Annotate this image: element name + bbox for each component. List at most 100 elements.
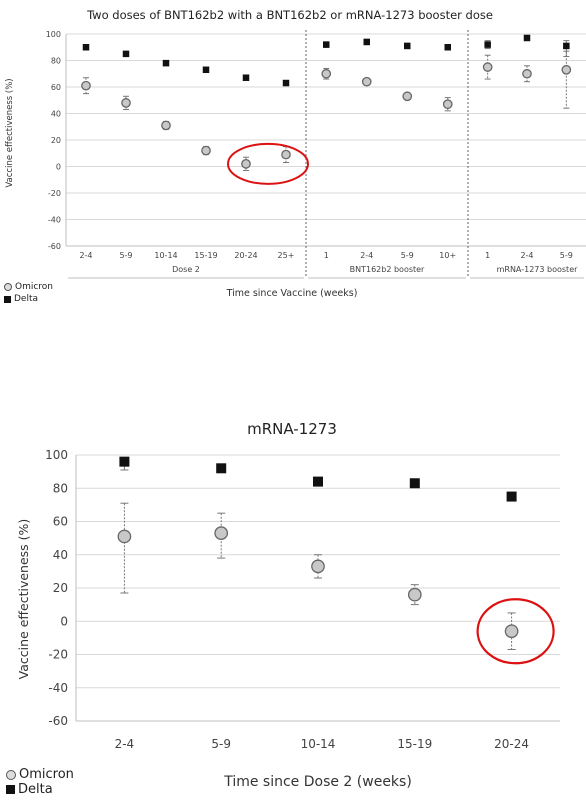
y-tick-label: -60: [48, 242, 61, 251]
omicron-circle-icon: [6, 769, 16, 780]
delta-point: [282, 79, 290, 87]
x-tick-label: 1: [485, 251, 490, 260]
omicron-point: [214, 526, 229, 540]
chart-top-xlabel: Time since Vaccine (weeks): [226, 288, 358, 299]
y-tick-label: -20: [48, 648, 68, 662]
omicron-point: [522, 68, 532, 79]
delta-point: [313, 476, 323, 487]
group-label: BNT162b2 booster: [350, 265, 425, 274]
y-tick-label: -40: [48, 215, 61, 224]
chart-bottom-ylabel: Vaccine effectiveness (%): [16, 519, 31, 680]
chart-bottom-canvas: mRNA-1273 Vaccine effectiveness (%) Time…: [16, 420, 560, 790]
chart-bottom: mRNA-1273 Vaccine effectiveness (%) Time…: [0, 408, 586, 802]
y-tick-label: 100: [45, 448, 68, 462]
delta-point: [523, 34, 531, 42]
chart-top: Two doses of BNT162b2 with a BNT162b2 or…: [0, 0, 586, 304]
y-tick-label: 20: [53, 581, 68, 595]
delta-point: [363, 38, 370, 46]
x-tick-label: 10-14: [301, 737, 336, 751]
legend-item-omicron: Omicron: [6, 767, 74, 782]
delta-point: [202, 66, 210, 74]
chart-bottom-marks: [117, 456, 555, 665]
y-tick-label: 60: [53, 515, 68, 529]
legend-item-delta: Delta: [4, 293, 53, 305]
delta-square-icon: [4, 295, 11, 303]
x-tick-label: 25+: [278, 251, 295, 260]
chart-bottom-title: mRNA-1273: [247, 420, 337, 438]
x-tick-label: 1: [324, 251, 329, 260]
x-tick-label: 10-14: [154, 251, 177, 260]
x-tick-label: 15-19: [194, 251, 217, 260]
y-tick-label: 60: [51, 83, 61, 92]
omicron-point: [442, 99, 453, 110]
chart-top-canvas: Two doses of BNT162b2 with a BNT162b2 or…: [5, 8, 586, 299]
x-tick-label: 10+: [439, 251, 456, 260]
x-tick-label: 5-9: [119, 251, 132, 260]
omicron-point: [281, 149, 291, 160]
delta-point: [119, 456, 130, 467]
legend-item-delta: Delta: [6, 782, 74, 797]
omicron-point: [402, 91, 413, 102]
delta-point: [82, 44, 90, 51]
omicron-point: [117, 529, 132, 544]
legend-delta-label: Delta: [14, 294, 39, 304]
highlight-ellipse: [476, 598, 555, 665]
delta-point: [563, 42, 570, 50]
y-tick-label: 20: [51, 136, 61, 145]
omicron-point: [561, 64, 572, 75]
y-tick-label: -40: [48, 681, 68, 695]
y-tick-label: 0: [60, 614, 68, 628]
omicron-point: [482, 62, 493, 72]
delta-square-icon: [6, 785, 15, 794]
highlight-ellipse: [227, 142, 309, 185]
delta-point: [444, 44, 451, 51]
omicron-circle-icon: [4, 283, 12, 291]
chart-bottom-legend: Omicron Delta: [6, 767, 74, 797]
y-tick-label: 100: [46, 30, 61, 39]
omicron-point: [361, 76, 372, 87]
x-tick-label: 5-9: [211, 737, 231, 751]
legend-omicron-label: Omicron: [19, 767, 74, 782]
legend-omicron-label: Omicron: [15, 282, 54, 292]
y-tick-label: 40: [51, 109, 61, 118]
chart-top-marks: [81, 34, 572, 185]
delta-point: [323, 41, 330, 48]
chart-top-gridlines: [65, 33, 586, 247]
delta-point: [162, 59, 170, 67]
omicron-point: [321, 68, 332, 79]
omicron-point: [81, 80, 91, 91]
chart-top-legend: Omicron Delta: [4, 281, 53, 305]
y-tick-label: 40: [53, 548, 68, 562]
omicron-point: [161, 120, 171, 131]
x-tick-label: 2-4: [79, 251, 92, 260]
chart-top-group-labels: Dose 2 BNT162b2 booster mRNA-1273 booster: [68, 30, 584, 279]
x-tick-label: 5-9: [560, 251, 573, 260]
delta-point: [242, 74, 250, 81]
y-tick-label: 80: [53, 481, 68, 495]
omicron-point: [121, 98, 131, 108]
omicron-point: [504, 624, 519, 639]
chart-bottom-y-tick-labels: -60 -40 -20 0 20 40 60 80 100: [45, 448, 68, 728]
x-tick-label: 2-4: [115, 737, 135, 751]
y-tick-label: -20: [48, 189, 61, 198]
group-label: mRNA-1273 booster: [497, 265, 579, 274]
chart-top-y-tick-labels: -60 -40 -20 0 20 40 60 80 100: [46, 30, 61, 251]
x-tick-label: 2-4: [360, 251, 373, 260]
omicron-point: [241, 159, 251, 169]
delta-point: [409, 478, 420, 489]
chart-bottom-gridlines: [75, 454, 560, 722]
delta-point: [216, 463, 227, 474]
x-tick-label: 20-24: [494, 737, 529, 751]
chart-bottom-xlabel: Time since Dose 2 (weeks): [223, 774, 412, 790]
delta-point: [506, 491, 517, 502]
chart-top-title: Two doses of BNT162b2 with a BNT162b2 or…: [86, 8, 493, 22]
delta-point: [484, 41, 491, 48]
delta-point: [122, 50, 130, 58]
x-tick-label: 20-24: [234, 251, 257, 260]
chart-bottom-x-tick-labels: 2-4 5-9 10-14 15-19 20-24: [115, 737, 529, 751]
y-tick-label: 0: [56, 162, 61, 171]
omicron-point: [407, 587, 422, 602]
group-label: Dose 2: [172, 265, 200, 274]
x-tick-label: 15-19: [397, 737, 432, 751]
chart-top-x-tick-labels: 2-4 5-9 10-14 15-19 20-24 25+ 1 2-4 5-9 10+ 1 2-4 5-…: [79, 251, 572, 260]
